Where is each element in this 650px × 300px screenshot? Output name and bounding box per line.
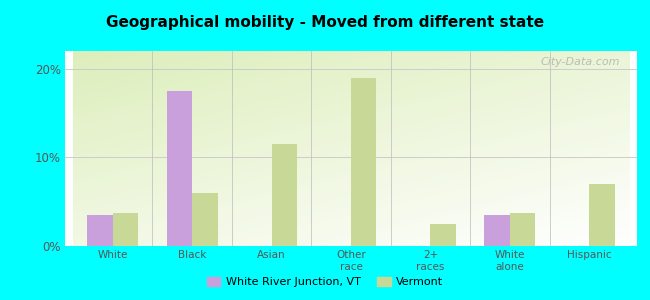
Legend: White River Junction, VT, Vermont: White River Junction, VT, Vermont	[202, 272, 448, 291]
Bar	[484, 215, 510, 246]
Bar	[351, 78, 376, 246]
Bar	[590, 184, 615, 246]
Bar	[430, 224, 456, 246]
Text: City-Data.com: City-Data.com	[540, 57, 620, 67]
Text: Geographical mobility - Moved from different state: Geographical mobility - Moved from diffe…	[106, 15, 544, 30]
Bar	[272, 144, 297, 246]
Bar	[166, 91, 192, 246]
Bar	[87, 215, 112, 246]
Bar	[510, 213, 536, 246]
Bar	[112, 213, 138, 246]
Bar	[192, 193, 218, 246]
